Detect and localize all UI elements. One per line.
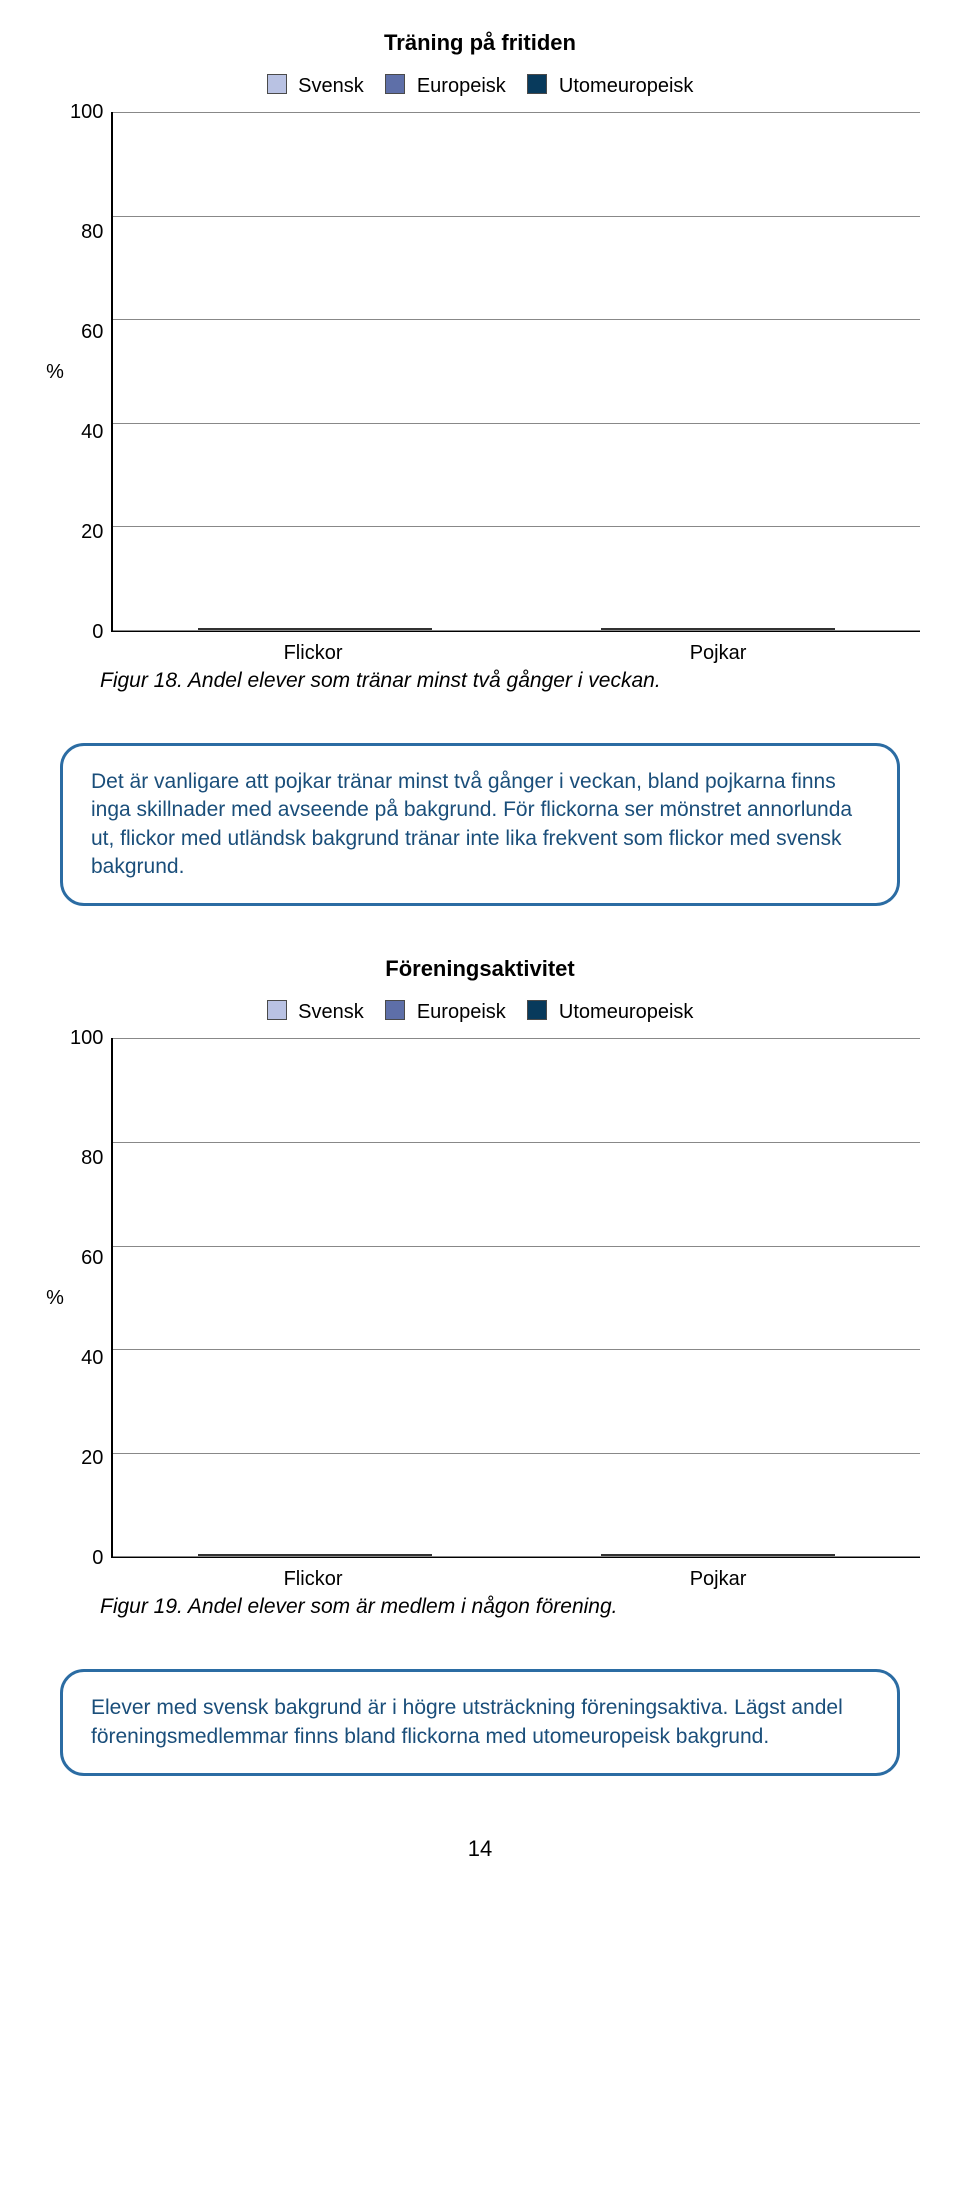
swatch-icon bbox=[385, 1000, 405, 1020]
x-label: Flickor bbox=[284, 1568, 343, 1591]
legend-label: Europeisk bbox=[417, 75, 506, 97]
legend-label: Svensk bbox=[298, 75, 364, 97]
bar-group bbox=[198, 1554, 432, 1556]
chart-2-plot bbox=[111, 1038, 920, 1558]
bar bbox=[198, 628, 276, 630]
y-tick: 40 bbox=[81, 1348, 103, 1368]
y-tick: 80 bbox=[81, 222, 103, 242]
y-tick: 0 bbox=[92, 1548, 103, 1568]
chart-2-title: Föreningsaktivitet bbox=[40, 956, 920, 982]
bar bbox=[757, 628, 835, 630]
swatch-icon bbox=[385, 74, 405, 94]
legend-item: Svensk bbox=[267, 74, 364, 98]
bar-groups bbox=[113, 112, 920, 630]
x-label: Pojkar bbox=[690, 1568, 747, 1591]
x-label: Flickor bbox=[284, 642, 343, 665]
page-number: 14 bbox=[40, 1836, 920, 1862]
y-tick: 60 bbox=[81, 1248, 103, 1268]
bar bbox=[276, 628, 354, 630]
bar-group bbox=[601, 1554, 835, 1556]
y-tick: 0 bbox=[92, 622, 103, 642]
bar bbox=[354, 628, 432, 630]
y-tick: 20 bbox=[81, 1448, 103, 1468]
swatch-icon bbox=[527, 74, 547, 94]
legend-label: Europeisk bbox=[417, 1001, 506, 1023]
legend-label: Utomeuropeisk bbox=[559, 1001, 694, 1023]
bar bbox=[601, 628, 679, 630]
y-tick: 40 bbox=[81, 422, 103, 442]
chart-2: Föreningsaktivitet Svensk Europeisk Utom… bbox=[40, 956, 920, 1619]
bar bbox=[757, 1554, 835, 1556]
chart-1-plot bbox=[111, 112, 920, 632]
legend-item: Svensk bbox=[267, 1000, 364, 1024]
gridline bbox=[113, 1556, 920, 1557]
chart-2-area: % 100 80 60 40 20 0 bbox=[40, 1038, 920, 1558]
bar-groups bbox=[113, 1038, 920, 1556]
legend-item: Europeisk bbox=[385, 74, 506, 98]
chart-1-legend: Svensk Europeisk Utomeuropeisk bbox=[40, 74, 920, 98]
y-axis-label: % bbox=[40, 112, 70, 632]
legend-item: Utomeuropeisk bbox=[527, 1000, 693, 1024]
chart-2-callout: Elever med svensk bakgrund är i högre ut… bbox=[60, 1669, 900, 1776]
y-axis-label: % bbox=[40, 1038, 70, 1558]
gridline bbox=[113, 630, 920, 631]
chart-1-area: % 100 80 60 40 20 0 bbox=[40, 112, 920, 632]
chart-1-caption: Figur 18. Andel elever som tränar minst … bbox=[100, 669, 920, 693]
bar bbox=[601, 1554, 679, 1556]
bar bbox=[679, 628, 757, 630]
bar bbox=[354, 1554, 432, 1556]
bar-group bbox=[198, 628, 432, 630]
chart-2-legend: Svensk Europeisk Utomeuropeisk bbox=[40, 1000, 920, 1024]
legend-item: Europeisk bbox=[385, 1000, 506, 1024]
chart-2-x-labels: Flickor Pojkar bbox=[70, 1568, 920, 1591]
chart-1-x-labels: Flickor Pojkar bbox=[70, 642, 920, 665]
legend-label: Utomeuropeisk bbox=[559, 75, 694, 97]
chart-1: Träning på fritiden Svensk Europeisk Uto… bbox=[40, 30, 920, 693]
bar bbox=[198, 1554, 276, 1556]
swatch-icon bbox=[267, 1000, 287, 1020]
legend-label: Svensk bbox=[298, 1001, 364, 1023]
chart-1-callout: Det är vanligare att pojkar tränar minst… bbox=[60, 743, 900, 906]
bar bbox=[679, 1554, 757, 1556]
y-tick: 20 bbox=[81, 522, 103, 542]
bar-group bbox=[601, 628, 835, 630]
chart-1-title: Träning på fritiden bbox=[40, 30, 920, 56]
bar bbox=[276, 1554, 354, 1556]
x-label: Pojkar bbox=[690, 642, 747, 665]
swatch-icon bbox=[527, 1000, 547, 1020]
y-tick: 60 bbox=[81, 322, 103, 342]
swatch-icon bbox=[267, 74, 287, 94]
y-tick: 80 bbox=[81, 1148, 103, 1168]
y-tick: 100 bbox=[70, 102, 103, 122]
chart-2-y-axis: 100 80 60 40 20 0 bbox=[70, 1038, 111, 1558]
legend-item: Utomeuropeisk bbox=[527, 74, 693, 98]
chart-2-caption: Figur 19. Andel elever som är medlem i n… bbox=[100, 1595, 920, 1619]
chart-1-y-axis: 100 80 60 40 20 0 bbox=[70, 112, 111, 632]
y-tick: 100 bbox=[70, 1028, 103, 1048]
